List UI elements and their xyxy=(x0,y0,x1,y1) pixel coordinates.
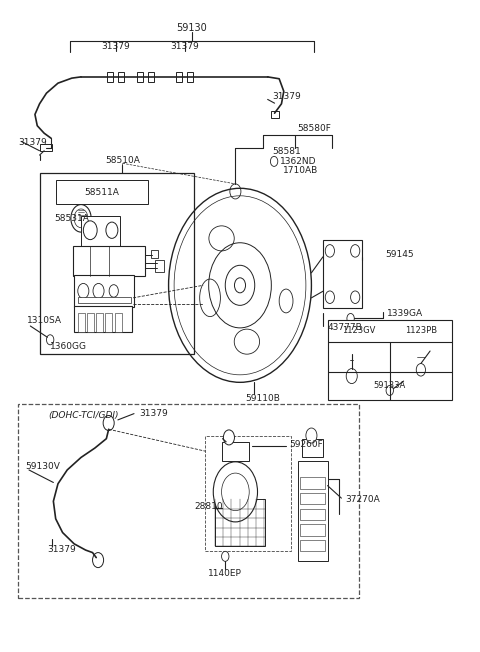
Circle shape xyxy=(103,415,114,430)
Text: 59145: 59145 xyxy=(385,250,414,259)
Circle shape xyxy=(346,368,357,383)
Circle shape xyxy=(416,364,425,376)
Bar xyxy=(177,72,182,82)
Text: 28810: 28810 xyxy=(194,502,223,511)
Bar xyxy=(188,72,193,82)
Text: 58531A: 58531A xyxy=(55,214,90,223)
Bar xyxy=(115,314,121,333)
Text: 43777B: 43777B xyxy=(327,323,362,332)
Text: 31379: 31379 xyxy=(272,93,301,102)
Circle shape xyxy=(347,314,354,323)
Text: 1123PB: 1123PB xyxy=(405,325,437,334)
Bar xyxy=(223,442,249,460)
Circle shape xyxy=(306,428,317,443)
Bar xyxy=(73,246,144,276)
Text: 59130V: 59130V xyxy=(26,462,60,471)
Text: 31379: 31379 xyxy=(170,42,199,52)
Bar xyxy=(323,240,362,308)
Text: 31379: 31379 xyxy=(48,545,76,554)
Bar xyxy=(151,250,158,258)
Bar xyxy=(302,439,323,458)
Bar xyxy=(74,274,134,307)
Bar xyxy=(108,72,113,82)
Bar xyxy=(300,493,325,505)
Bar xyxy=(39,173,194,354)
Text: 59260F: 59260F xyxy=(290,440,324,449)
Bar xyxy=(40,145,52,151)
Text: 31379: 31379 xyxy=(18,138,47,147)
Text: 1123GV: 1123GV xyxy=(342,325,375,334)
Text: (DOHC-TCI/GDI): (DOHC-TCI/GDI) xyxy=(49,411,119,420)
Circle shape xyxy=(213,462,257,522)
Circle shape xyxy=(223,430,234,445)
Bar xyxy=(300,524,325,536)
Circle shape xyxy=(47,334,54,345)
Bar xyxy=(155,260,164,271)
Bar xyxy=(300,509,325,520)
Text: 58580F: 58580F xyxy=(297,124,331,133)
Text: 59130: 59130 xyxy=(176,23,207,33)
Text: 58581: 58581 xyxy=(272,147,301,156)
Bar xyxy=(87,314,94,333)
Bar xyxy=(96,314,103,333)
Circle shape xyxy=(270,156,278,166)
Text: 1339GA: 1339GA xyxy=(386,309,423,318)
Bar xyxy=(205,436,291,552)
Bar xyxy=(298,460,327,561)
Bar xyxy=(78,314,84,333)
Text: 59133A: 59133A xyxy=(373,381,406,390)
Text: 1362ND: 1362ND xyxy=(280,157,316,166)
Bar xyxy=(106,314,112,333)
Bar xyxy=(300,540,325,552)
Bar xyxy=(74,306,132,333)
Bar xyxy=(78,297,131,303)
Circle shape xyxy=(222,552,229,561)
Bar xyxy=(119,72,124,82)
Text: 1140EP: 1140EP xyxy=(208,569,242,578)
Bar xyxy=(215,499,265,546)
Bar xyxy=(148,72,154,82)
Bar xyxy=(137,72,143,82)
Circle shape xyxy=(93,553,104,568)
Bar xyxy=(271,111,279,117)
Text: 1710AB: 1710AB xyxy=(283,166,319,175)
Text: 58510A: 58510A xyxy=(105,156,140,165)
Bar xyxy=(327,319,452,400)
Text: 59110B: 59110B xyxy=(246,394,280,403)
Bar xyxy=(300,477,325,489)
Text: 1360GG: 1360GG xyxy=(50,342,87,351)
Circle shape xyxy=(386,385,394,396)
Text: 31379: 31379 xyxy=(101,42,130,52)
Text: 58511A: 58511A xyxy=(84,188,119,196)
Text: 37270A: 37270A xyxy=(345,495,380,504)
Bar xyxy=(18,404,359,599)
Bar xyxy=(56,180,148,204)
Text: 31379: 31379 xyxy=(140,409,168,417)
Bar xyxy=(81,216,120,247)
Text: 1310SA: 1310SA xyxy=(27,316,62,325)
